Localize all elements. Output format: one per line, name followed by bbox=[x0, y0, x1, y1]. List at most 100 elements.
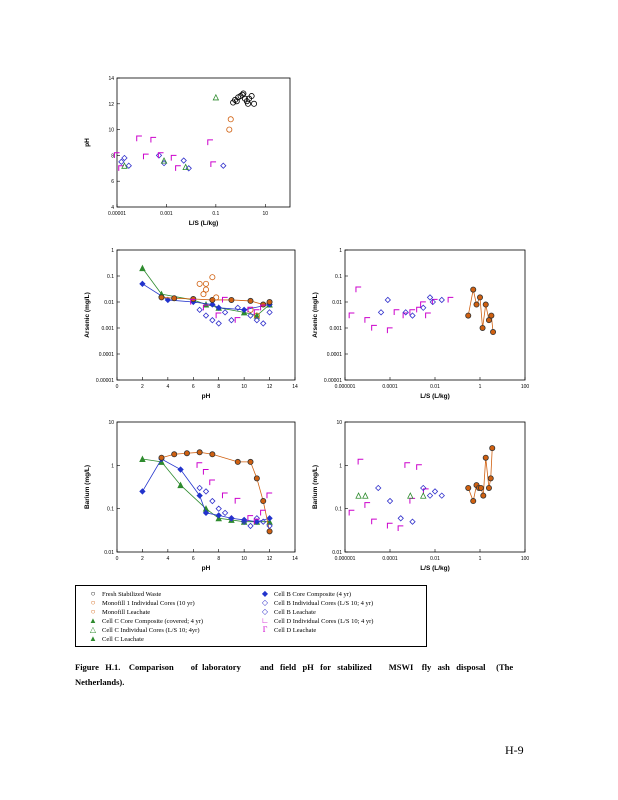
x-tick-label: 14 bbox=[292, 556, 298, 562]
y-tick-label: 4 bbox=[111, 205, 114, 211]
data-point bbox=[355, 286, 362, 293]
data-point bbox=[482, 454, 489, 461]
x-tick-label: 0.0001 bbox=[382, 556, 398, 562]
legend-label: Monofill Leachate bbox=[102, 608, 151, 616]
data-point bbox=[409, 312, 416, 319]
data-point bbox=[200, 291, 207, 298]
series-cell-b-individual-cores-l-s-10-4-yr- bbox=[196, 484, 273, 530]
data-point bbox=[158, 294, 165, 301]
data-point bbox=[175, 165, 181, 171]
data-point bbox=[377, 309, 385, 316]
data-point bbox=[210, 161, 217, 168]
plot-frame bbox=[344, 421, 526, 553]
data-point bbox=[202, 301, 210, 308]
data-point bbox=[150, 136, 157, 143]
x-axis-label: L/S (L/kg) bbox=[420, 565, 450, 572]
data-point bbox=[266, 298, 273, 305]
data-point bbox=[404, 462, 411, 468]
data-point bbox=[213, 294, 220, 301]
data-point bbox=[196, 484, 203, 492]
x-tick-label: 0.000001 bbox=[335, 556, 356, 562]
series-line bbox=[467, 448, 493, 503]
y-tick-label: 1 bbox=[111, 463, 114, 469]
data-point bbox=[158, 454, 165, 461]
data-point bbox=[247, 297, 254, 304]
figure-legend: ○ Fresh Stabilized Waste ○ Monofill 1 Indiv… bbox=[75, 585, 427, 647]
data-point bbox=[247, 312, 254, 319]
data-point bbox=[157, 152, 164, 158]
data-point bbox=[177, 481, 184, 489]
data-point bbox=[160, 157, 168, 164]
data-point bbox=[470, 498, 477, 505]
data-point bbox=[155, 152, 163, 159]
data-point bbox=[136, 135, 142, 142]
y-tick-label: 0.0001 bbox=[327, 352, 343, 358]
x-tick-label: 0.01 bbox=[430, 556, 440, 562]
data-point bbox=[221, 296, 228, 303]
y-tick-label: 10 bbox=[108, 420, 114, 426]
data-point bbox=[118, 165, 124, 171]
caption-line-1: Figure H.1. Comparison of laboratory and… bbox=[75, 662, 514, 672]
data-point bbox=[488, 312, 495, 319]
plot-frame bbox=[116, 77, 291, 208]
data-point bbox=[196, 306, 203, 313]
y-tick-label: 0.001 bbox=[329, 326, 342, 332]
data-point bbox=[260, 509, 266, 516]
data-point bbox=[215, 512, 222, 519]
data-point bbox=[196, 280, 203, 287]
data-point bbox=[425, 312, 431, 319]
data-point bbox=[489, 445, 496, 452]
legend-label: Cell B Individual Cores (L/S 10; 4 yr) bbox=[274, 599, 374, 607]
data-point bbox=[260, 304, 266, 311]
data-point bbox=[253, 309, 260, 315]
data-point bbox=[209, 296, 216, 303]
y-tick-label: 6 bbox=[111, 179, 114, 185]
data-point bbox=[234, 304, 241, 311]
legend-marker-icon: ○ bbox=[90, 598, 96, 607]
data-point bbox=[266, 528, 273, 535]
y-tick-label: 10 bbox=[108, 128, 114, 134]
data-point bbox=[202, 280, 209, 287]
data-point bbox=[431, 488, 439, 495]
series-cell-c-leachate bbox=[465, 286, 497, 336]
data-point bbox=[248, 93, 255, 100]
y-axis-label: Barium (mg/L) bbox=[312, 465, 319, 509]
data-point bbox=[465, 312, 472, 319]
series-monofill-1-individual-cores-10-yr- bbox=[226, 116, 234, 133]
plot-frame bbox=[116, 421, 296, 553]
legend-item: ◇ Cell B Leachate bbox=[256, 608, 316, 616]
data-point bbox=[196, 449, 203, 456]
y-tick-label: 1 bbox=[339, 463, 342, 469]
data-point bbox=[220, 162, 227, 169]
legend-label: Cell B Leachate bbox=[274, 608, 316, 616]
y-tick-label: 0.001 bbox=[101, 326, 114, 332]
data-point bbox=[240, 90, 247, 97]
legend-marker-icon: ▲ bbox=[89, 634, 97, 643]
data-point bbox=[139, 280, 146, 287]
data-point bbox=[419, 492, 427, 499]
x-tick-label: 0 bbox=[116, 556, 119, 562]
data-point bbox=[407, 492, 414, 499]
data-point bbox=[209, 451, 216, 458]
y-tick-label: 0.01 bbox=[104, 300, 114, 306]
data-point bbox=[196, 492, 203, 499]
data-point bbox=[202, 488, 210, 495]
data-point bbox=[409, 518, 416, 525]
x-axis-label: L/S (L/kg) bbox=[420, 393, 450, 400]
data-point bbox=[215, 320, 222, 327]
data-point bbox=[480, 492, 487, 499]
data-point bbox=[266, 492, 273, 499]
data-point bbox=[384, 296, 391, 304]
x-tick-label: 4 bbox=[166, 556, 169, 562]
y-tick-label: 0.1 bbox=[107, 507, 114, 513]
series-cell-d-individual-cores-l-s-10-4-yr- bbox=[196, 462, 273, 525]
data-point bbox=[253, 317, 261, 324]
data-point bbox=[253, 312, 260, 319]
data-point bbox=[180, 157, 187, 164]
data-point bbox=[420, 301, 426, 308]
legend-marker-icon: ◇ bbox=[261, 598, 269, 607]
y-tick-label: 0.01 bbox=[332, 300, 342, 306]
data-point bbox=[212, 93, 220, 101]
series-cell-d-individual-cores bbox=[348, 286, 454, 334]
figure-caption: Figure H.1. Comparison of laboratory and… bbox=[75, 660, 545, 690]
